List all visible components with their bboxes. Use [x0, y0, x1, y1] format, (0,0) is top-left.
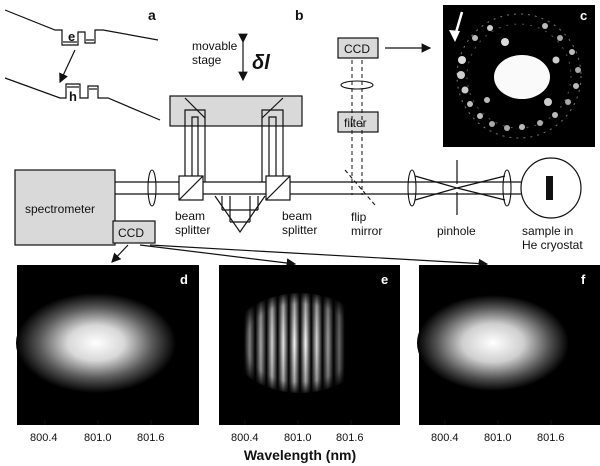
spectrum-panel-d: d — [16, 265, 199, 425]
spectrometer-label: spectrometer — [25, 202, 95, 216]
panel-letter-a: a — [148, 7, 156, 23]
flip-mirror-label-2: mirror — [351, 224, 382, 238]
sample — [546, 176, 553, 200]
electron-label: e — [68, 29, 75, 44]
lens-1 — [147, 169, 157, 207]
x-axis-label: Wavelength (nm) — [244, 447, 356, 463]
arm-left — [184, 109, 206, 182]
tick-label: 800.4 — [231, 432, 259, 444]
beam-splitter-2-label-1: beam — [282, 209, 312, 223]
lens-2 — [407, 169, 417, 207]
flip-mirror-label-1: flip — [351, 210, 367, 224]
arm-right — [261, 109, 284, 182]
beam-splitter-1-label-2: splitter — [175, 223, 210, 237]
panel-letter-d: d — [180, 272, 188, 287]
tick-label: 801.6 — [537, 432, 565, 444]
transition-arrow — [59, 49, 76, 84]
sample-label-1: sample in — [522, 224, 573, 238]
lens-3 — [502, 169, 512, 207]
spectrum-panel-f: f — [417, 265, 600, 425]
flip-mirror — [344, 169, 376, 206]
pinhole-label: pinhole — [437, 224, 476, 238]
filter-box — [337, 111, 379, 133]
beam-splitter-1 — [178, 175, 204, 201]
beam-splitter-1-label-1: beam — [175, 209, 205, 223]
beam-splitter-2-label-2: splitter — [282, 223, 317, 237]
ccd-lens — [340, 80, 374, 90]
sample-image-panel: c — [443, 5, 595, 147]
panel-letter-e: e — [381, 272, 388, 287]
band-diagram: e h — [4, 9, 161, 121]
arrow-to-d — [111, 244, 129, 263]
sample-label-2: He cryostat — [522, 238, 583, 252]
panel-letter-f: f — [581, 272, 586, 287]
tick-label: 801.6 — [137, 432, 165, 444]
tick-label: 800.4 — [431, 432, 459, 444]
movable-stage-label-2: stage — [192, 53, 222, 67]
arrow-to-e — [139, 244, 297, 268]
panel-letter-c: c — [580, 8, 587, 23]
spectrum-panel-e: e — [219, 265, 400, 425]
hole-label: h — [69, 89, 77, 104]
panel-letter-b: b — [295, 7, 304, 23]
movable-stage-box — [169, 95, 303, 127]
ccd-top-box — [337, 37, 379, 59]
ccd-bottom-box — [112, 220, 156, 244]
tick-label: 801.6 — [336, 432, 364, 444]
tick-label: 801.0 — [484, 432, 512, 444]
spectrometer-box — [14, 169, 116, 246]
beam-splitter-2 — [265, 175, 291, 201]
x-axis-ticks: 800.4 801.0 801.6 800.4 801.0 801.6 800.… — [30, 420, 565, 444]
ccd-bottom-label: CCD — [118, 226, 144, 240]
arrow-to-f — [149, 244, 489, 269]
delta-l-label: δl — [252, 52, 270, 74]
movable-stage-label-1: movable — [192, 39, 238, 53]
ccd-top-label: CCD — [344, 42, 370, 56]
tick-label: 800.4 — [30, 432, 58, 444]
tick-label: 801.0 — [284, 432, 312, 444]
tick-label: 801.0 — [84, 432, 112, 444]
filter-label: filter — [344, 116, 367, 130]
retroreflector — [214, 195, 266, 234]
